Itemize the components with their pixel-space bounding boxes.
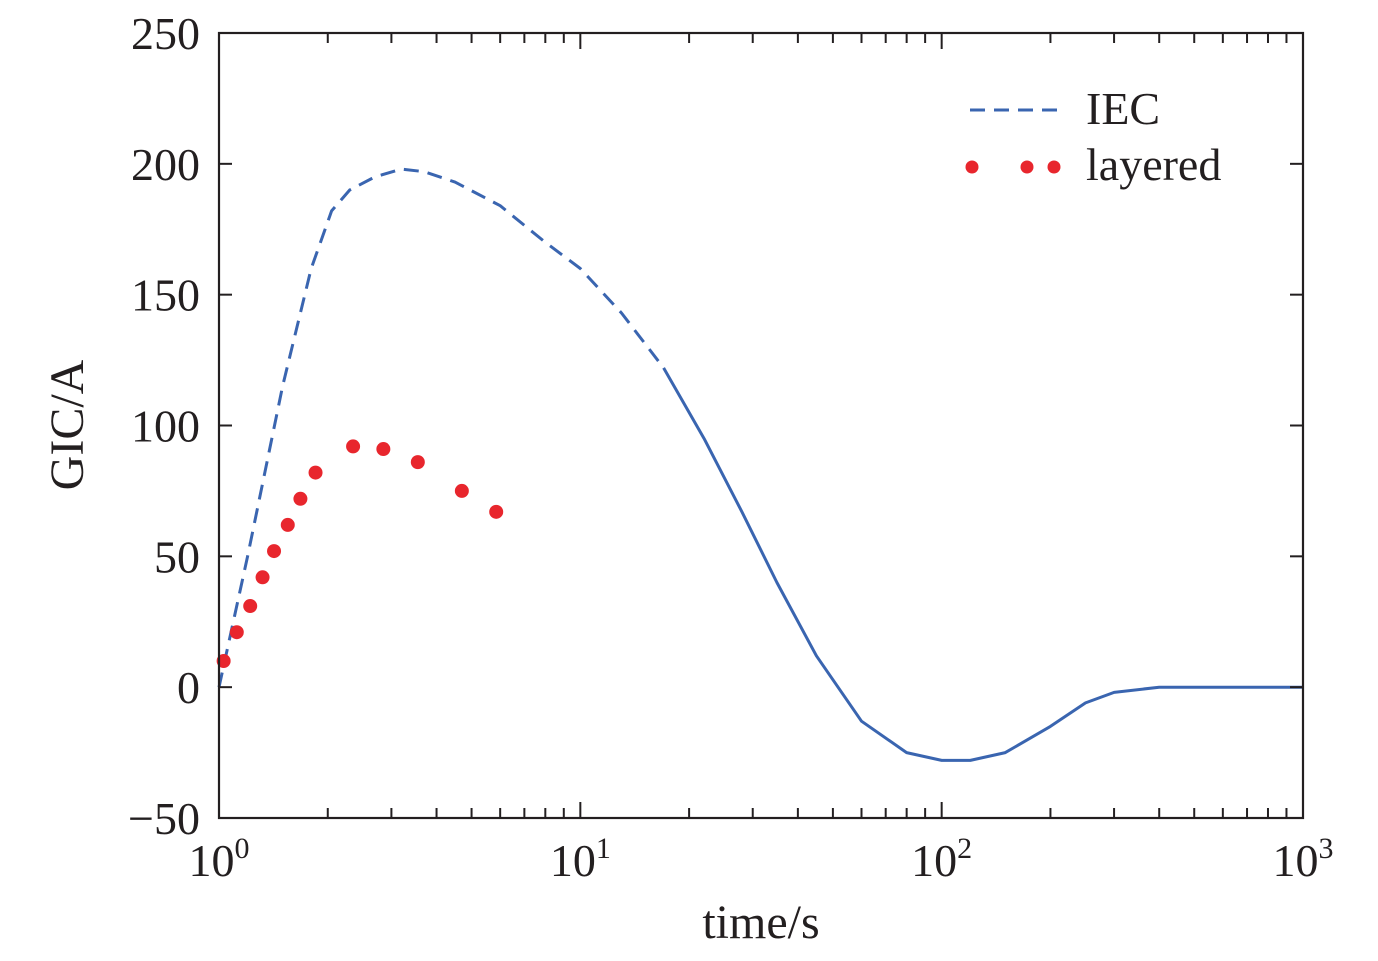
legend-label-iec: IEC: [1086, 83, 1160, 134]
y-axis-title: GIC/A: [41, 359, 94, 490]
x-tick-label: 102: [911, 832, 972, 886]
x-tick-label: 101: [550, 832, 611, 886]
layered-point: [216, 654, 231, 668]
tick-layer: [218, 32, 1304, 819]
y-tick-label: −50: [128, 793, 200, 844]
x-axis-title: time/s: [702, 896, 819, 949]
label-layer: −50 0 50 100 150 200 250 100 101 102 103: [128, 8, 1333, 886]
layered-point: [308, 465, 323, 480]
x-tick-label: 103: [1273, 832, 1334, 886]
legend-label-layered: layered: [1086, 139, 1221, 190]
legend-marker-layered: [965, 160, 979, 174]
layered-point: [243, 599, 258, 614]
layered-point: [267, 544, 282, 559]
layered-point: [346, 439, 361, 454]
y-tick-label: 100: [131, 401, 200, 452]
layered-point: [454, 483, 469, 498]
y-tick-label: 50: [154, 531, 200, 582]
y-tick-label: 250: [131, 8, 200, 59]
x-tick-label: 100: [189, 832, 250, 886]
legend-marker-layered: [1047, 160, 1061, 174]
series-layer: [216, 167, 1303, 762]
iec-series-line-solid: [662, 367, 1303, 762]
legend: IEC layered: [965, 83, 1221, 190]
legend-marker-layered: [1020, 160, 1034, 174]
layered-point: [229, 625, 244, 640]
layered-point: [410, 455, 425, 470]
y-tick-label: 0: [177, 662, 200, 713]
layered-point: [255, 570, 270, 585]
layered-point: [293, 491, 308, 506]
layered-point: [489, 504, 504, 519]
layered-point: [280, 517, 295, 532]
iec-series-line-dashed: [217, 167, 665, 688]
layered-point: [376, 442, 391, 457]
y-tick-label: 150: [131, 270, 200, 321]
y-tick-label: 200: [131, 139, 200, 190]
